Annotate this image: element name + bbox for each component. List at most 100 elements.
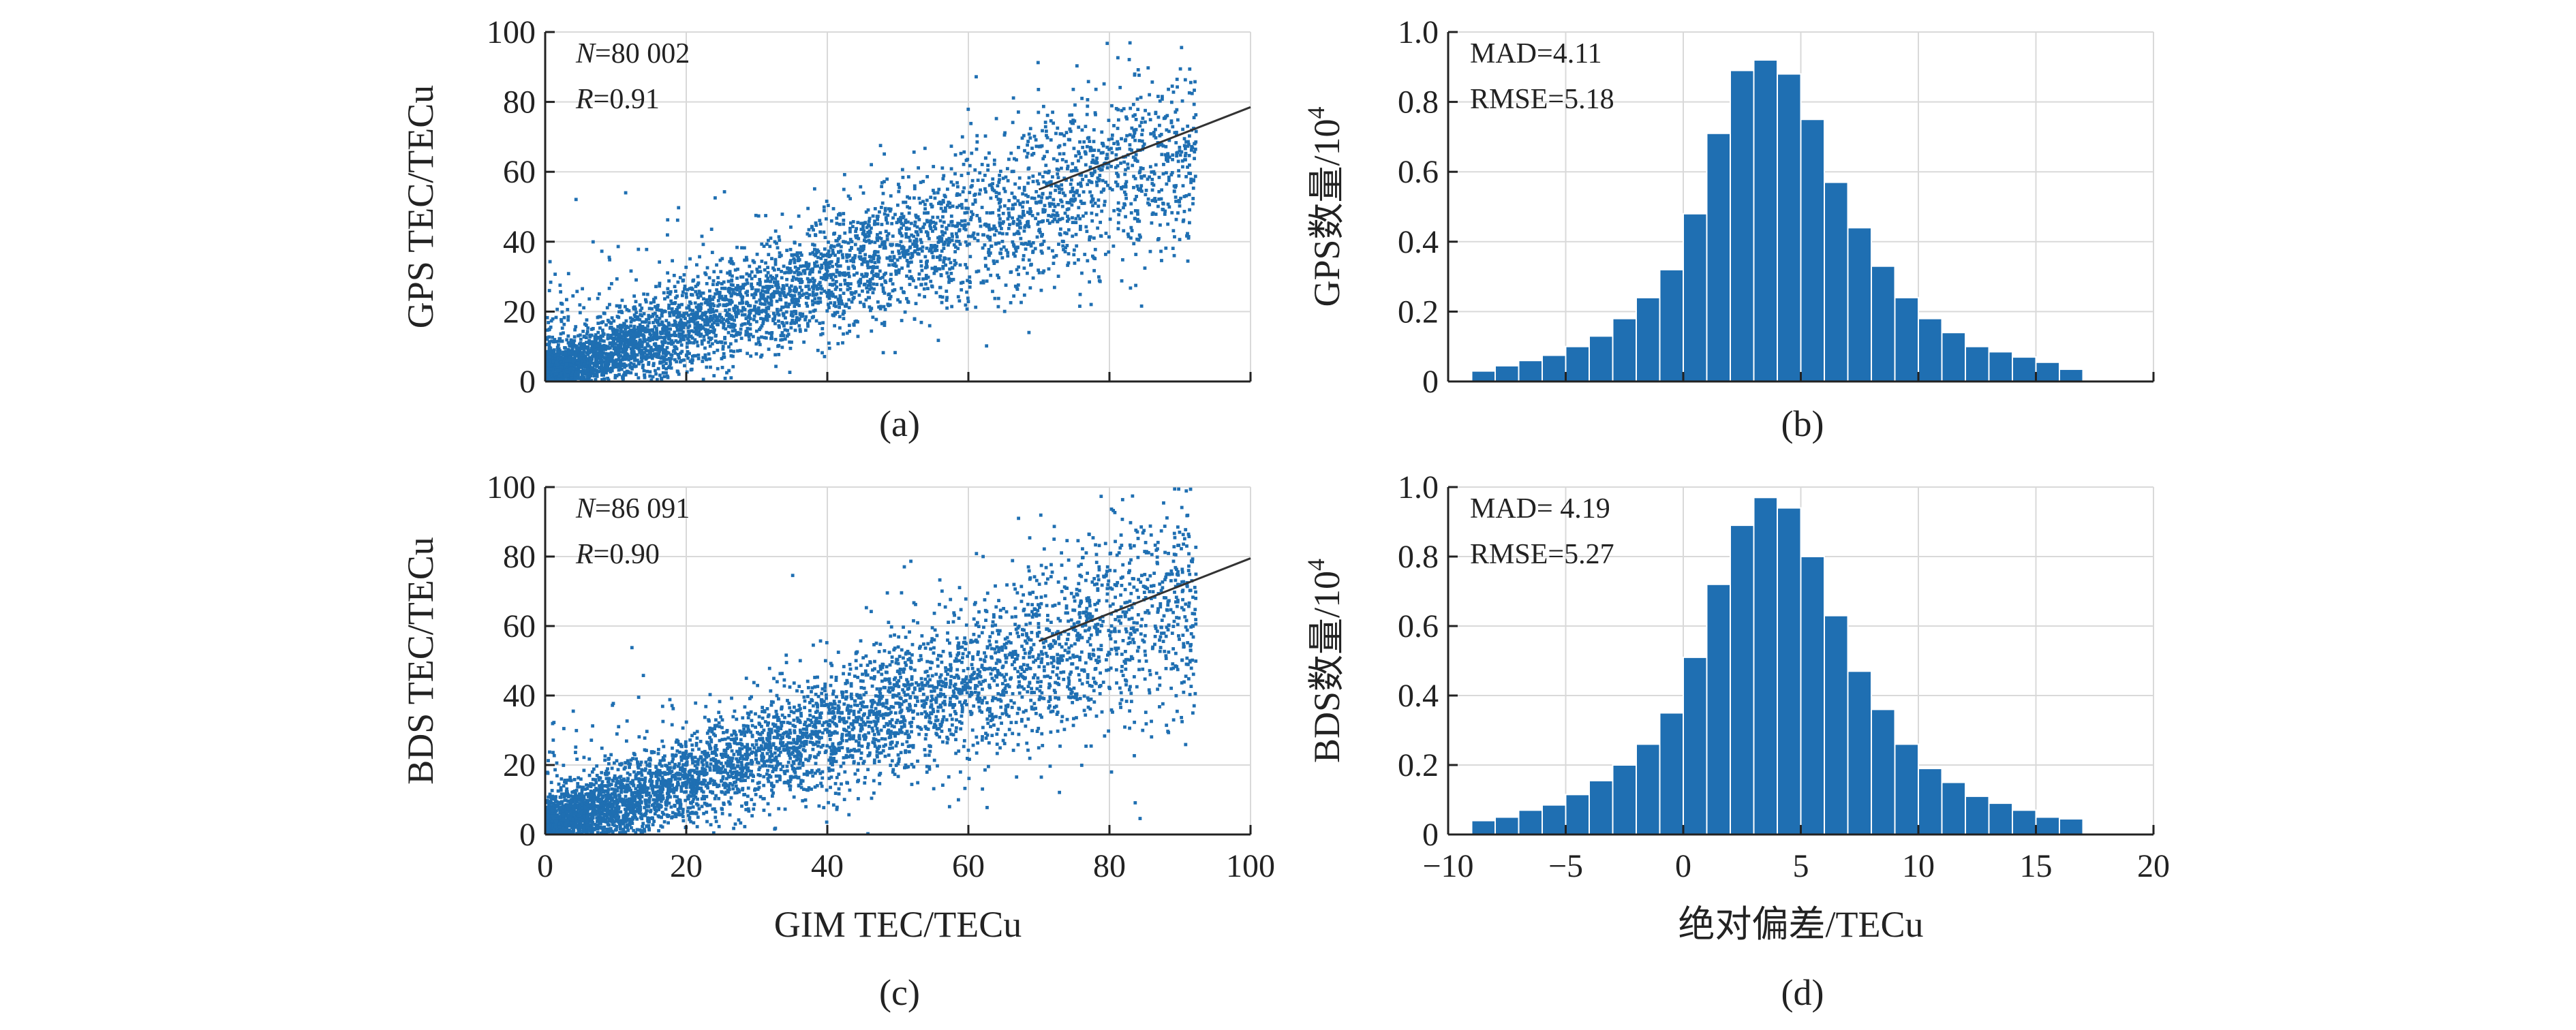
data-point xyxy=(1054,184,1058,188)
data-point xyxy=(959,281,963,285)
data-point xyxy=(693,338,697,342)
data-point xyxy=(1131,163,1135,168)
data-point xyxy=(921,277,925,281)
data-point xyxy=(881,290,885,293)
data-point xyxy=(980,163,984,166)
data-point xyxy=(1015,232,1019,235)
data-point xyxy=(606,362,610,366)
data-point xyxy=(1160,188,1164,192)
data-point xyxy=(1176,85,1179,89)
data-point xyxy=(822,208,826,213)
data-point xyxy=(1088,235,1092,239)
data-point xyxy=(1129,202,1133,206)
data-point xyxy=(1102,187,1106,191)
data-point xyxy=(679,326,684,330)
data-point xyxy=(945,290,949,293)
data-point xyxy=(843,273,847,277)
data-point xyxy=(912,279,915,283)
data-point xyxy=(545,350,549,354)
data-point xyxy=(1062,248,1065,251)
data-point xyxy=(654,296,658,300)
data-point xyxy=(992,158,996,162)
data-point xyxy=(714,334,718,338)
data-point xyxy=(624,191,628,195)
data-point xyxy=(827,255,831,259)
data-point xyxy=(727,308,731,312)
data-point xyxy=(601,320,605,324)
data-point xyxy=(763,309,767,313)
data-point xyxy=(714,339,718,343)
data-point xyxy=(1076,214,1080,218)
data-point xyxy=(674,290,677,293)
data-point xyxy=(818,270,821,274)
data-point xyxy=(880,181,884,185)
data-point xyxy=(923,295,927,298)
data-point xyxy=(939,272,943,277)
data-point xyxy=(647,307,651,311)
data-point xyxy=(949,713,953,717)
data-point xyxy=(940,295,945,299)
data-point xyxy=(665,325,669,329)
data-point xyxy=(708,303,712,307)
data-point xyxy=(867,238,871,243)
data-point xyxy=(639,345,643,348)
data-point xyxy=(616,353,620,357)
data-point xyxy=(783,328,787,332)
data-point xyxy=(865,286,869,290)
data-point xyxy=(604,371,608,374)
data-point xyxy=(545,378,549,382)
data-point xyxy=(1028,136,1032,140)
data-point xyxy=(652,298,656,301)
data-point xyxy=(608,346,612,350)
data-point xyxy=(1057,187,1061,191)
data-point xyxy=(1009,270,1013,275)
data-point xyxy=(1134,127,1138,131)
data-point xyxy=(658,284,662,288)
data-point xyxy=(1043,170,1047,174)
data-point xyxy=(664,807,668,811)
data-point xyxy=(1043,125,1047,129)
data-point xyxy=(998,178,1001,182)
data-point xyxy=(553,338,557,341)
data-point xyxy=(700,316,704,320)
data-point xyxy=(813,308,817,312)
data-point xyxy=(651,321,655,324)
data-point xyxy=(1137,139,1141,142)
data-point xyxy=(1039,144,1043,149)
data-point xyxy=(680,302,684,307)
data-point xyxy=(1161,95,1164,99)
data-point xyxy=(624,371,628,375)
data-point xyxy=(696,283,700,287)
data-point xyxy=(667,279,671,283)
data-point xyxy=(941,209,945,213)
data-point xyxy=(1100,168,1104,172)
data-point xyxy=(1118,146,1122,151)
data-point xyxy=(557,337,562,341)
data-point xyxy=(853,243,857,247)
data-point xyxy=(908,206,912,210)
data-point xyxy=(924,273,928,277)
data-point xyxy=(901,216,905,219)
data-point xyxy=(854,234,858,238)
y-tick-label: 60 xyxy=(503,154,536,190)
data-point xyxy=(585,351,589,355)
data-point xyxy=(679,314,683,318)
data-point xyxy=(706,301,710,305)
data-point xyxy=(662,325,666,328)
data-point xyxy=(609,359,613,363)
data-point xyxy=(681,290,685,294)
data-point xyxy=(602,339,606,343)
data-point xyxy=(641,353,645,357)
data-point xyxy=(861,289,864,293)
data-point xyxy=(1082,140,1086,144)
data-point xyxy=(732,325,736,329)
data-point xyxy=(843,240,847,244)
data-point xyxy=(923,207,927,211)
data-point xyxy=(616,348,620,352)
data-point xyxy=(898,185,902,189)
data-point xyxy=(798,295,802,299)
data-point xyxy=(799,272,803,276)
data-point xyxy=(1101,164,1105,168)
stat-r-symbol: R xyxy=(575,84,594,115)
data-point xyxy=(583,372,587,375)
